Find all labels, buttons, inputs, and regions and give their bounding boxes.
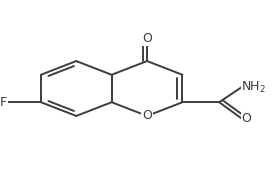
Text: O: O	[241, 112, 251, 125]
Text: O: O	[142, 109, 152, 122]
Text: NH$_2$: NH$_2$	[241, 80, 266, 95]
Text: F: F	[0, 96, 7, 109]
Text: O: O	[142, 32, 152, 45]
